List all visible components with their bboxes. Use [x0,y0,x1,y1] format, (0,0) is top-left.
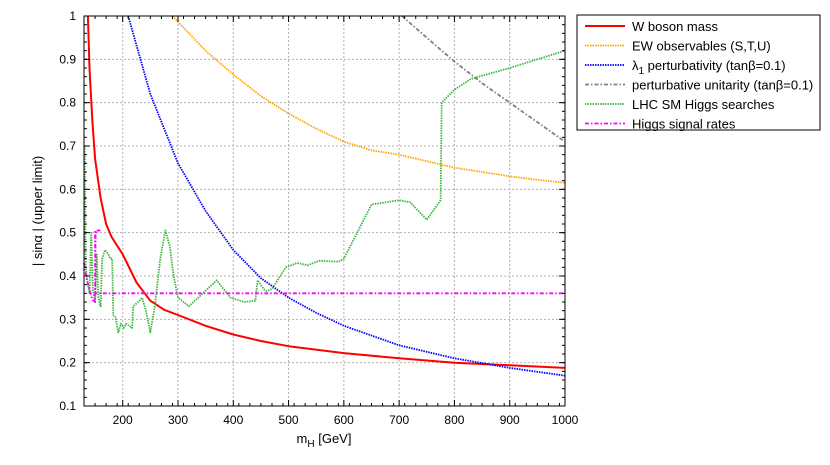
series-perturbative-unitarity-tan-0-1-legend-label: perturbative unitarity (tanβ=0.1) [632,78,813,93]
plot-frame [83,15,566,407]
series-ew-observables-s-t-u-legend-label: EW observables (S,T,U) [632,39,771,54]
x-tick-label: 1000 [552,413,579,427]
y-tick-label: 0.4 [59,269,76,283]
series-ew-observables-s-t-u-line [171,15,566,184]
series-lhc-sm-higgs-searches-line [83,49,566,334]
x-tick-label: 600 [334,413,354,427]
y-tick-label: 0.9 [59,52,76,66]
y-tick-label: 0.8 [59,96,76,110]
x-axis-label: mH [GeV] [297,431,352,450]
x-tick-label: 900 [500,413,520,427]
legend-box [576,14,821,131]
series-w-boson-mass-line [86,15,566,369]
series--1-perturbativity-tan-0-1-legend-label: λ1 perturbativity (tanβ=0.1) [632,58,786,77]
series-higgs-signal-rates-legend-label: Higgs signal rates [632,117,736,132]
y-tick-label: 0.6 [59,182,76,196]
y-tick-label: 0.1 [59,399,76,413]
x-tick-label: 200 [113,413,133,427]
x-tick-label: 300 [168,413,188,427]
series-perturbative-unitarity-tan-0-1-line [401,15,566,143]
y-tick-label: 0.2 [59,356,76,370]
x-tick-label: 800 [444,413,464,427]
series--1-perturbativity-tan-0-1-line [127,15,566,377]
y-tick-label: 0.5 [59,226,76,240]
y-tick-label: 1 [69,9,76,23]
x-tick-label: 400 [223,413,243,427]
y-tick-label: 0.3 [59,312,76,326]
series-lhc-sm-higgs-searches-legend-label: LHC SM Higgs searches [632,97,775,112]
legend: W boson mass EW observables (S,T,U) λ1 per… [576,14,821,132]
series-lines [83,15,566,377]
axis-ticks: 200 300 400 500 600 700 800 900 1000 0.1 0.2 0.3 0.4… [59,9,578,427]
x-tick-label: 700 [389,413,409,427]
series-higgs-signal-rates-line [83,229,565,303]
series-w-boson-mass-legend-label: W boson mass [632,19,718,34]
y-axis-label: | sinα | (upper limit) [30,156,45,266]
x-tick-label: 500 [279,413,299,427]
grid [84,16,565,406]
y-tick-label: 0.7 [59,139,76,153]
